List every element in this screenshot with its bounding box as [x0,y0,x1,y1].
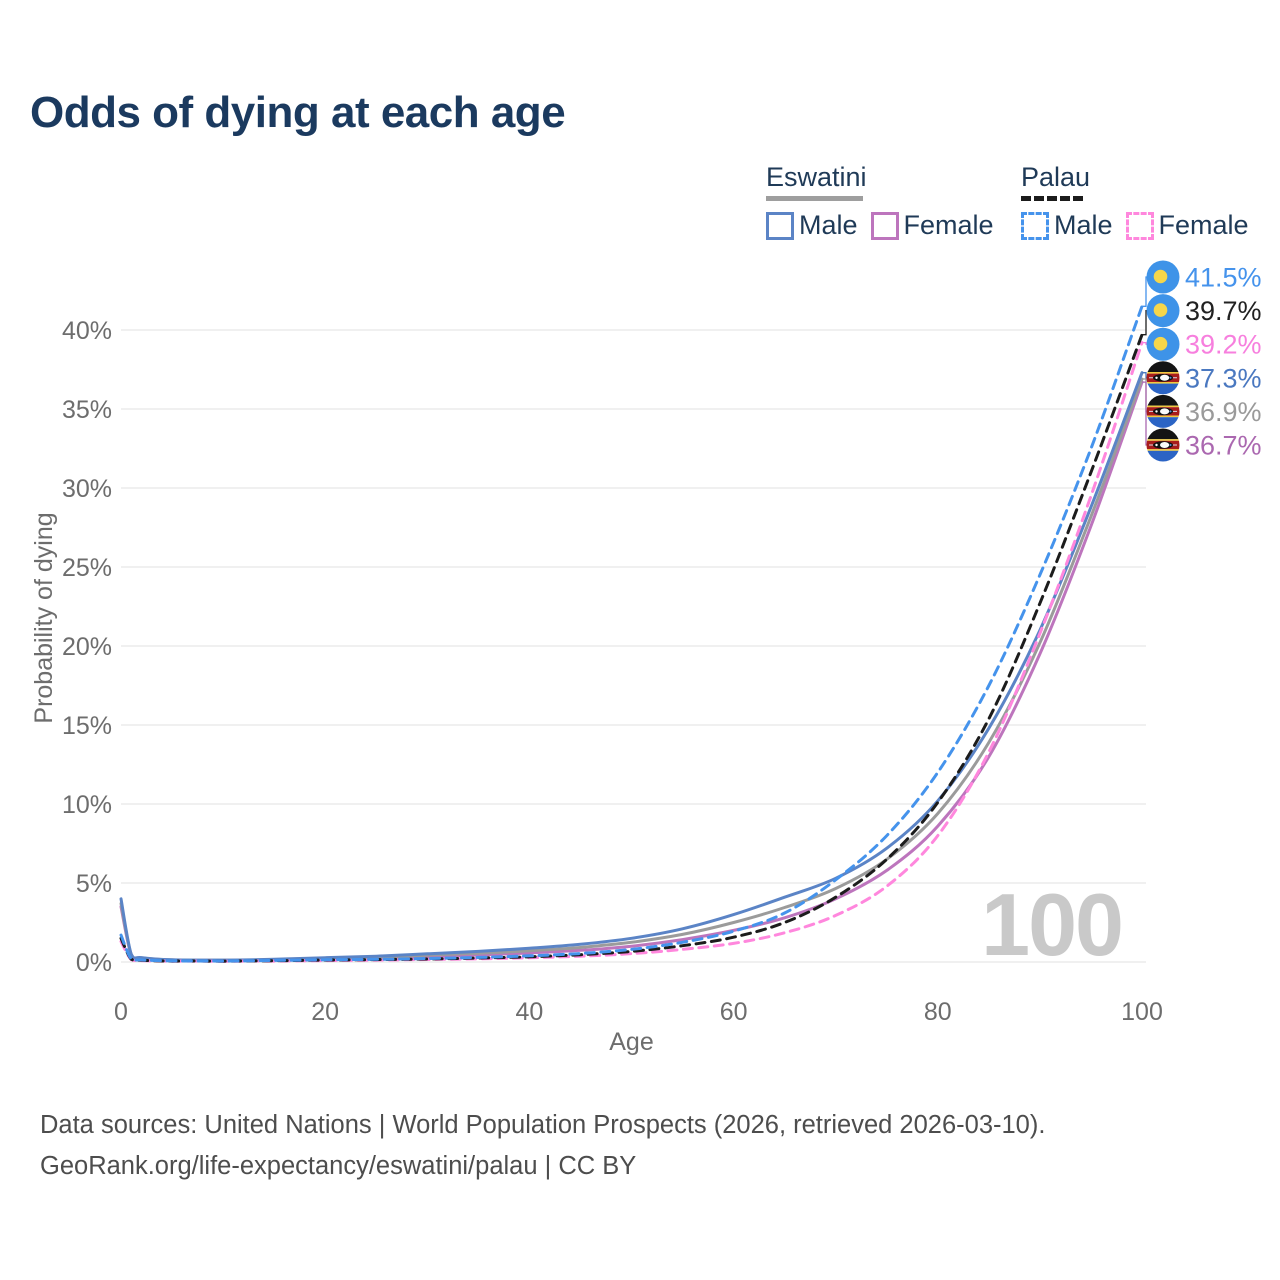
series-line-palau[interactable] [119,333,1144,963]
end-value-label: 36.9% [1185,397,1262,427]
end-label-palau-male [1142,260,1180,307]
series-line-eswatini-male[interactable] [119,371,1144,962]
end-value-label: 36.7% [1185,431,1262,461]
legend-item-palau-male[interactable]: Male [1021,210,1113,241]
palau-female-swatch-icon [1125,211,1154,240]
end-value-label: 41.5% [1185,263,1262,293]
y-axis-title: Probability of dying [30,512,58,723]
x-axis-title: Age [609,1028,653,1056]
y-tick-label: 15% [62,712,112,740]
end-label-eswatini [1142,378,1180,428]
y-tick-label: 25% [62,554,112,582]
series-line-eswatini[interactable] [119,377,1144,962]
palau-male-swatch-icon [1021,211,1049,240]
footer: Data sources: United Nations | World Pop… [40,1105,1045,1187]
series-line-palau-male[interactable] [119,304,1144,963]
x-tick-label: 40 [515,998,543,1026]
eswatini-line-swatch [766,196,863,201]
y-tick-label: 35% [62,396,112,424]
y-tick-label: 40% [62,317,112,345]
y-tick-label: 5% [76,870,112,898]
x-tick-label: 0 [114,998,128,1026]
y-tick-label: 10% [62,791,112,819]
y-tick-label: 20% [62,633,112,661]
x-tick-label: 100 [1121,998,1163,1026]
hovered-age-watermark: 100 [981,875,1122,974]
legend-eswatini-header[interactable]: Eswatini [766,162,867,192]
y-tick-label: 30% [62,475,112,503]
x-tick-label: 80 [924,998,952,1026]
legend-item-eswatini-female[interactable]: Female [870,210,994,241]
palau-flag-icon [1146,294,1180,328]
palau-flag-icon [1146,260,1180,294]
end-value-label: 39.2% [1185,330,1262,360]
x-tick-label: 60 [720,998,748,1026]
end-label-eswatini-male [1142,361,1180,395]
end-value-label: 39.7% [1185,296,1262,326]
odds-of-dying-line-chart[interactable]: 0% 5% 10% 15% 20% 25% 30% 35% 40% 0 20 40 60 80 100 Age… [0,0,1280,1090]
legend-group-eswatini: Eswatini Male Female [766,162,994,241]
legend-group-palau: Palau Male Female [1021,162,1249,241]
eswatini-flag-icon [1146,394,1180,428]
palau-line-swatch [1021,196,1083,201]
legend-label-eswatini-female: Female [903,210,994,240]
legend-label-palau-male: Male [1054,210,1113,240]
legend-label-palau-female: Female [1158,210,1249,240]
legend-item-palau-female[interactable]: Female [1125,210,1249,241]
series-line-palau-female[interactable] [119,341,1144,963]
footer-attribution-link: GeoRank.org/life-expectancy/eswatini/pal… [40,1152,637,1180]
x-tick-label: 20 [311,998,339,1026]
eswatini-flag-icon [1146,428,1180,462]
legend-palau-header[interactable]: Palau [1021,162,1091,192]
eswatini-female-swatch-icon [870,211,899,240]
page-title: Odds of dying at each age [30,88,566,137]
end-label-palau [1142,294,1180,336]
palau-flag-icon [1146,327,1180,361]
end-label-eswatini-female [1142,381,1180,462]
y-tick-label: 0% [76,949,112,977]
legend-label-eswatini-male: Male [799,210,858,240]
legend-item-eswatini-male[interactable]: Male [766,210,858,241]
end-label-palau-female [1142,327,1180,361]
eswatini-male-swatch-icon [766,211,794,240]
series-line-eswatini-female[interactable] [119,380,1144,962]
eswatini-flag-icon [1146,361,1180,395]
end-value-label: 37.3% [1185,363,1262,393]
footer-data-sources: Data sources: United Nations | World Pop… [40,1111,1046,1139]
